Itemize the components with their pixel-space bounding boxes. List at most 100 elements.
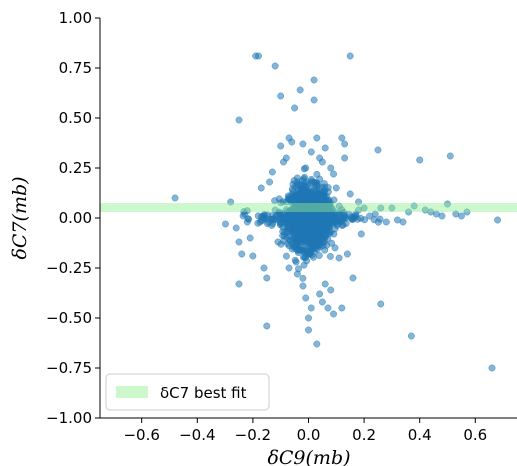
scatter-point	[257, 184, 265, 192]
scatter-point	[260, 264, 268, 272]
scatter-point	[299, 274, 307, 282]
scatter-point	[444, 200, 451, 208]
scatter-point	[254, 212, 262, 220]
scatter-point	[321, 246, 329, 254]
scatter-point	[346, 52, 354, 60]
scatter-point	[377, 300, 385, 308]
scatter-point	[310, 191, 318, 199]
scatter-point	[310, 76, 318, 84]
scatter-point	[292, 236, 299, 244]
scatter-point	[263, 274, 271, 282]
scatter-point	[307, 175, 315, 183]
y-tick-label: 0.50	[59, 109, 92, 127]
x-tick-label: −0.4	[179, 426, 215, 444]
scatter-point	[315, 206, 323, 213]
scatter-point	[286, 216, 294, 224]
scatter-point	[313, 170, 321, 178]
scatter-point	[243, 218, 251, 226]
scatter-point	[360, 204, 368, 212]
scatter-point	[346, 190, 354, 198]
scatter-point	[326, 252, 334, 260]
scatter-point	[299, 192, 307, 200]
scatter-point	[338, 304, 346, 312]
scatter-point	[293, 270, 301, 278]
scatter-point	[293, 174, 301, 182]
scatter-point	[306, 249, 314, 257]
scatter-point	[299, 140, 307, 148]
scatter-point	[352, 210, 360, 218]
scatter-point	[494, 216, 501, 224]
scatter-point	[271, 206, 279, 214]
scatter-point	[291, 207, 299, 215]
scatter-point	[374, 146, 382, 154]
scatter-point	[300, 261, 308, 269]
y-tick-label: 0.75	[59, 59, 92, 77]
scatter-point	[277, 220, 285, 227]
scatter-point	[263, 322, 271, 330]
scatter-point	[277, 92, 285, 100]
y-axis-label: δC7(mb)	[9, 176, 31, 259]
scatter-point	[371, 210, 379, 218]
scatter-point	[289, 187, 297, 195]
scatter-point	[261, 210, 268, 218]
scatter-point	[320, 180, 328, 188]
legend-label: δC7 best fit	[160, 384, 247, 402]
scatter-point	[287, 196, 295, 204]
scatter-point	[277, 142, 285, 150]
scatter-point	[235, 238, 243, 246]
scatter-point	[457, 212, 465, 220]
x-tick-label: −0.2	[235, 426, 271, 444]
y-tick-label: −1.00	[46, 409, 92, 427]
x-tick-label: 0.6	[463, 426, 487, 444]
scatter-point	[280, 237, 288, 245]
scatter-point	[302, 164, 310, 172]
scatter-point	[341, 213, 349, 221]
scatter-point	[300, 175, 308, 183]
x-axis-label: δC9(mb)	[267, 447, 350, 466]
scatter-point	[302, 217, 310, 225]
scatter-point	[399, 218, 407, 226]
scatter-point	[324, 235, 332, 243]
scatter-point	[324, 196, 332, 204]
scatter-point	[331, 244, 339, 252]
legend-frame	[105, 373, 270, 411]
scatter-point	[318, 158, 326, 166]
y-tick-label: 1.00	[59, 9, 92, 27]
scatter-point	[321, 144, 329, 152]
scatter-point	[321, 211, 329, 219]
scatter-point	[282, 154, 290, 162]
scatter-point	[266, 178, 274, 186]
scatter-point	[330, 310, 337, 318]
scatter-point	[318, 298, 326, 306]
scatter-point	[302, 294, 310, 302]
scatter-point	[361, 216, 369, 224]
scatter-point	[301, 229, 309, 237]
scatter-point	[324, 304, 332, 312]
scatter-point	[271, 62, 279, 70]
scatter-point	[341, 154, 349, 162]
scatter-point	[336, 213, 344, 221]
best-fit-band	[100, 203, 517, 212]
scatter-point	[255, 52, 262, 60]
scatter-point	[355, 198, 362, 206]
scatter-point	[343, 250, 351, 258]
scatter-point	[357, 230, 365, 238]
scatter-point	[246, 234, 254, 242]
scatter-point	[338, 134, 346, 142]
scatter-point	[335, 254, 343, 262]
scatter-point	[410, 202, 418, 210]
scatter-point	[341, 140, 349, 148]
scatter-point	[291, 104, 299, 112]
scatter-point	[238, 250, 246, 258]
scatter-point	[249, 252, 257, 260]
scatter-point	[307, 148, 315, 156]
scatter-point	[446, 152, 454, 160]
scatter-point	[171, 194, 179, 202]
scatter-point	[388, 204, 396, 212]
scatter-point	[463, 208, 471, 216]
scatter-point	[321, 280, 329, 288]
scatter-point	[327, 286, 335, 294]
scatter-point	[305, 314, 312, 322]
y-tick-label: 0.25	[59, 159, 92, 177]
scatter-point	[274, 238, 282, 246]
